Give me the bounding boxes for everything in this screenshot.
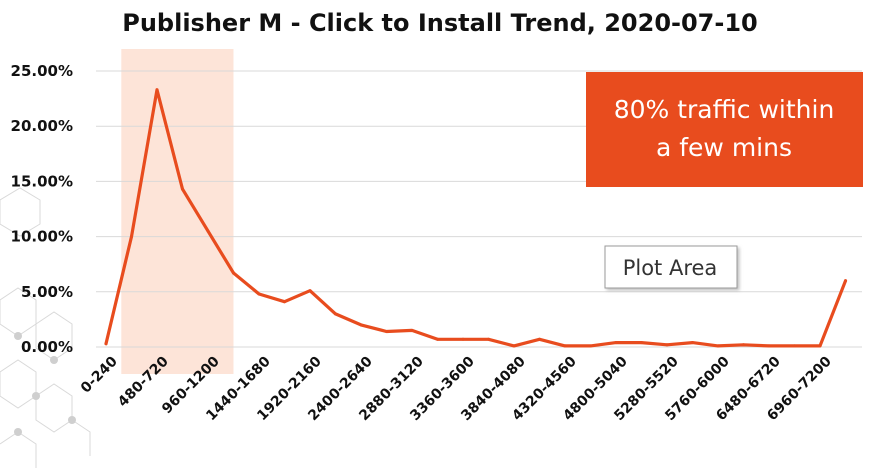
data-point: [181, 187, 184, 191]
y-tick-label: 10.00%: [11, 228, 73, 246]
data-point: [334, 312, 337, 316]
data-point: [308, 289, 312, 293]
y-tick-label: 15.00%: [11, 172, 73, 190]
series-line: [104, 88, 848, 348]
data-point: [257, 292, 261, 296]
data-point: [487, 337, 490, 341]
y-tick-label: 25.00%: [11, 62, 73, 80]
annotation-line-1: 80% traffic within: [614, 95, 835, 124]
data-point: [589, 344, 592, 348]
data-point: [818, 344, 822, 348]
data-point: [563, 344, 567, 348]
data-point: [155, 88, 159, 92]
data-point: [640, 341, 643, 345]
chart-title: Publisher M - Click to Install Trend, 20…: [122, 9, 758, 37]
tooltip-background: [604, 245, 738, 289]
data-point: [130, 235, 133, 239]
data-point: [716, 344, 720, 348]
annotation-line-2: a few mins: [656, 133, 792, 162]
x-tick-label: 0-240: [78, 353, 121, 396]
data-point: [767, 344, 771, 348]
annotation-background: [586, 72, 863, 187]
data-point: [385, 330, 388, 334]
data-point: [232, 271, 235, 275]
data-point: [742, 343, 745, 347]
data-point: [283, 300, 286, 304]
data-point: [691, 341, 694, 345]
data-point: [104, 342, 108, 346]
data-point: [614, 341, 618, 345]
data-point: [512, 344, 516, 348]
tooltip-text: Plot Area: [623, 256, 718, 280]
data-point: [359, 323, 363, 327]
data-point: [436, 337, 439, 341]
annotation-box: 80% traffic within a few mins: [586, 72, 863, 187]
data-point: [665, 343, 669, 347]
y-axis-tick-labels: 0.00% 5.00% 10.00% 15.00% 20.00% 25.00%: [11, 62, 73, 356]
data-point: [410, 328, 414, 332]
y-tick-label: 5.00%: [21, 283, 73, 301]
plot-area-tooltip: Plot Area: [604, 245, 738, 289]
data-point: [538, 337, 541, 341]
highlight-band: [121, 49, 234, 374]
background-hex-pattern: [0, 187, 91, 468]
y-tick-label: 0.00%: [21, 338, 73, 356]
y-tick-label: 20.00%: [11, 117, 73, 135]
data-point: [206, 229, 210, 233]
data-point: [793, 344, 796, 348]
data-point: [461, 337, 465, 341]
data-point: [844, 279, 847, 283]
series-group: [104, 88, 848, 348]
